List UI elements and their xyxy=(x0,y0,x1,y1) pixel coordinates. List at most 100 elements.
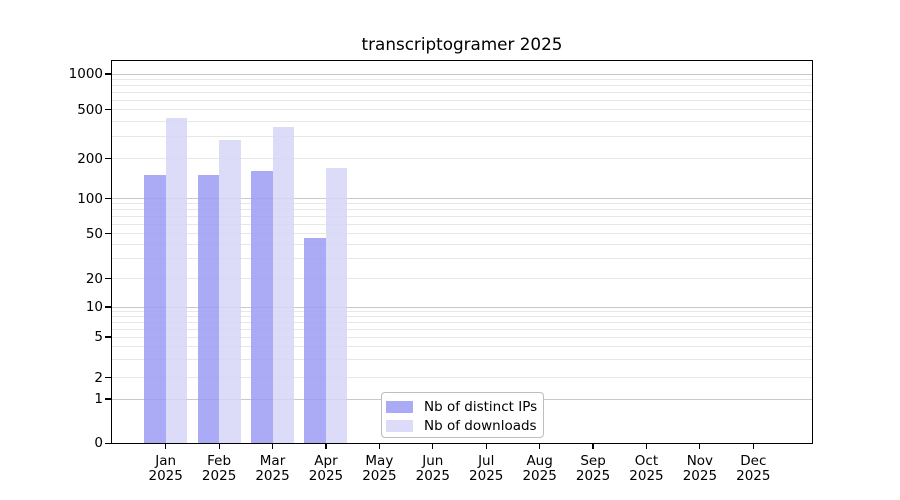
xtickmark-dec xyxy=(752,443,754,450)
bar-distinct-ips-mar xyxy=(251,170,273,443)
plot-border-frame xyxy=(111,60,813,444)
chart-title: transcriptogramer 2025 xyxy=(361,34,563,54)
ytick-label-1000: 1000 xyxy=(68,66,103,82)
xtick-label-month-apr: Apr xyxy=(314,452,338,469)
ytickmark-5 xyxy=(105,336,112,338)
ytick-label-2: 2 xyxy=(94,369,103,386)
gridline-minor-70 xyxy=(112,216,812,217)
xtick-label-month-may: May xyxy=(365,452,394,469)
xtickmark-may xyxy=(378,443,380,450)
gridline-minor-500 xyxy=(112,109,812,110)
gridline-minor-80 xyxy=(112,209,812,211)
legend-item-downloads: Nb of downloads xyxy=(385,418,537,435)
gridline-minor-2 xyxy=(112,377,812,378)
xtickmark-mar xyxy=(271,443,274,450)
xtick-label-year-feb: 2025 xyxy=(201,467,237,484)
ytickmark-200 xyxy=(105,157,112,160)
gridline-major-1000 xyxy=(112,73,812,75)
ytickmark-1 xyxy=(105,398,112,400)
bar-distinct-ips-apr xyxy=(304,237,326,443)
ytickmark-50 xyxy=(105,232,112,235)
gridline-major-10 xyxy=(112,306,812,308)
gridline-minor-50 xyxy=(112,233,812,234)
xtickmark-jan xyxy=(165,443,167,450)
bar-downloads-mar xyxy=(272,127,295,443)
gridline-minor-20 xyxy=(112,278,812,279)
xtick-label-year-aug: 2025 xyxy=(522,467,557,484)
gridline-minor-5 xyxy=(112,336,812,338)
bar-distinct-ips-feb xyxy=(197,174,220,443)
xtick-label-month-sep: Sep xyxy=(580,452,606,469)
xtickmark-oct xyxy=(645,443,648,450)
xtick-label-year-jul: 2025 xyxy=(469,467,504,484)
xtick-label-month-jan: Jan xyxy=(155,452,177,469)
ytickmark-2 xyxy=(105,376,112,379)
xtick-label-year-dec: 2025 xyxy=(736,467,771,484)
ytick-label-500: 500 xyxy=(77,101,103,118)
xtick-label-month-aug: Aug xyxy=(526,452,553,469)
xtickmark-aug xyxy=(539,443,541,450)
gridline-minor-700 xyxy=(112,91,812,93)
xtick-label-month-nov: Nov xyxy=(686,452,714,469)
xtick-label-month-feb: Feb xyxy=(207,452,232,469)
ytick-label-50: 50 xyxy=(85,225,103,242)
bar-downloads-jan xyxy=(165,117,188,443)
xtick-label-year-sep: 2025 xyxy=(575,467,611,484)
bar-downloads-apr xyxy=(325,167,348,443)
xtick-label-month-mar: Mar xyxy=(259,452,286,469)
xtick-label-year-may: 2025 xyxy=(362,467,397,484)
xtick-label-year-apr: 2025 xyxy=(308,467,344,484)
xtick-label-month-dec: Dec xyxy=(740,452,767,469)
ytick-label-5: 5 xyxy=(94,329,103,345)
ytick-label-20: 20 xyxy=(85,270,103,287)
gridline-minor-9 xyxy=(112,311,812,313)
gridline-major-100 xyxy=(112,198,812,199)
xtickmark-nov xyxy=(699,443,701,450)
legend: Nb of distinct IPs Nb of downloads xyxy=(380,391,544,438)
ytickmark-100 xyxy=(105,197,112,200)
gridline-minor-40 xyxy=(112,243,812,245)
gridline-minor-900 xyxy=(112,78,812,80)
legend-swatch-distinct-ips xyxy=(385,401,413,413)
ytick-label-100: 100 xyxy=(77,190,103,207)
ytickmark-500 xyxy=(105,108,112,111)
ytickmark-10 xyxy=(105,306,112,308)
bar-distinct-ips-jan xyxy=(144,175,166,443)
ytickmark-0 xyxy=(105,442,112,444)
gridline-minor-4 xyxy=(112,346,812,348)
bar-downloads-feb xyxy=(219,139,241,443)
gridline-minor-400 xyxy=(112,120,812,122)
xtickmark-apr xyxy=(325,443,327,450)
xtick-label-month-jul: Jul xyxy=(478,452,495,469)
gridline-minor-800 xyxy=(112,84,812,86)
xtickmark-sep xyxy=(592,443,594,450)
legend-label-distinct-ips: Nb of distinct IPs xyxy=(424,399,538,415)
xtick-label-year-mar: 2025 xyxy=(255,467,290,484)
xtick-label-year-jun: 2025 xyxy=(415,467,450,484)
ytick-label-10: 10 xyxy=(85,299,103,315)
gridline-minor-30 xyxy=(112,258,812,260)
legend-label-downloads: Nb of downloads xyxy=(424,418,537,435)
gridline-minor-600 xyxy=(112,99,812,101)
xtick-label-year-jan: 2025 xyxy=(148,467,183,484)
gridline-minor-8 xyxy=(112,316,812,318)
xtick-label-month-jun: Jun xyxy=(422,452,444,469)
xtick-label-month-oct: Oct xyxy=(634,452,659,469)
gridline-minor-90 xyxy=(112,203,812,205)
ytick-label-0: 0 xyxy=(94,435,103,452)
gridline-minor-3 xyxy=(112,359,812,361)
ytick-label-200: 200 xyxy=(77,150,103,167)
gridline-minor-60 xyxy=(112,223,812,225)
gridline-minor-6 xyxy=(112,328,812,330)
legend-item-distinct-ips: Nb of distinct IPs xyxy=(385,399,538,415)
xtickmark-jul xyxy=(485,443,487,450)
xtick-label-year-nov: 2025 xyxy=(682,467,718,484)
gridline-minor-200 xyxy=(112,158,812,159)
gridline-minor-7 xyxy=(112,321,812,323)
ytick-label-1: 1 xyxy=(94,391,103,407)
xtickmark-feb xyxy=(218,443,220,450)
xtickmark-jun xyxy=(432,443,434,450)
gridline-minor-300 xyxy=(112,136,812,138)
xtick-label-year-oct: 2025 xyxy=(629,467,664,484)
